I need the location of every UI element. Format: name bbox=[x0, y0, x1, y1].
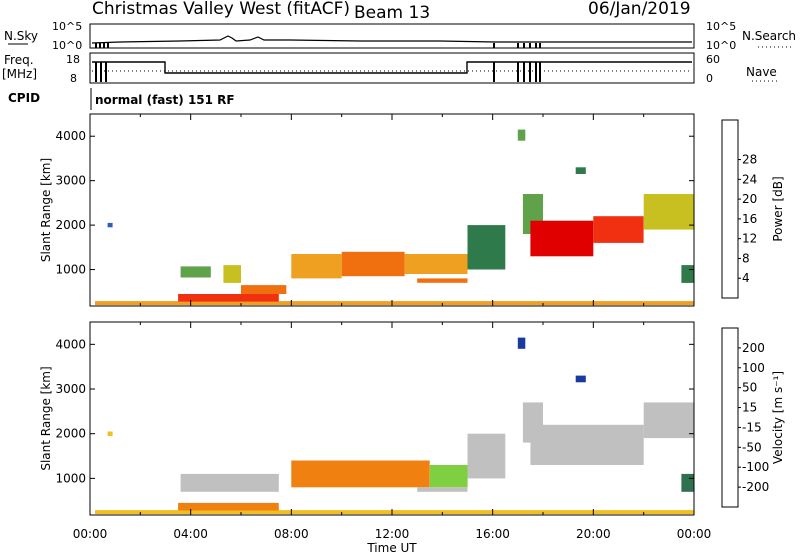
freq-gaps bbox=[95, 62, 541, 82]
nsky-label: N.Sky bbox=[4, 29, 38, 43]
colorbar-label: Velocity [m s⁻¹] bbox=[771, 371, 785, 464]
colorbar-frame bbox=[721, 119, 739, 299]
echo-region bbox=[467, 433, 506, 479]
noise-top-tick-right: 10^5 bbox=[706, 20, 736, 33]
nave-label: Nave bbox=[746, 65, 777, 79]
echo-region bbox=[575, 375, 586, 383]
y-tick-label: 1000 bbox=[55, 471, 86, 485]
echo-region bbox=[291, 460, 430, 488]
colorbar-tick-label: 50 bbox=[742, 381, 757, 395]
x-tick-label: 16:00 bbox=[475, 527, 510, 541]
echo-region bbox=[223, 265, 241, 283]
echo-region bbox=[517, 337, 526, 349]
noise-top-tick: 10^5 bbox=[52, 20, 82, 33]
colorbar-tick-label: 4 bbox=[742, 271, 750, 285]
echo-region bbox=[429, 465, 468, 488]
noise-bottom-tick-right: 10^0 bbox=[706, 39, 736, 52]
echo-region bbox=[643, 194, 694, 230]
freq-strip-frame bbox=[89, 52, 695, 84]
x-tick-label: 08:00 bbox=[274, 527, 309, 541]
colorbar-tick-label: 15 bbox=[742, 401, 757, 415]
x-tick-label: 12:00 bbox=[375, 527, 410, 541]
date-label: 06/Jan/2019 bbox=[588, 0, 691, 19]
x-tick-label: 00:00 bbox=[677, 527, 712, 541]
echo-region bbox=[467, 225, 506, 270]
y-tick-label: 4000 bbox=[55, 129, 86, 143]
freq-label: Freq. bbox=[4, 53, 34, 67]
freq-trace bbox=[92, 61, 692, 74]
y-tick-label: 4000 bbox=[55, 337, 86, 351]
colorbar-tick-label: -100 bbox=[742, 460, 769, 474]
echo-region bbox=[178, 294, 279, 302]
colorbar-tick-label: 12 bbox=[742, 232, 757, 246]
colorbar-tick-label: 8 bbox=[742, 251, 750, 265]
echo-region bbox=[575, 167, 586, 174]
echo-region bbox=[241, 285, 287, 294]
colorbar-tick-label: 16 bbox=[742, 212, 757, 226]
colorbar-tick-label: 100 bbox=[742, 361, 765, 375]
echo-region bbox=[95, 510, 694, 515]
noise-gaps bbox=[95, 43, 541, 48]
echo-region bbox=[180, 266, 211, 278]
colorbar-tick-label: 20 bbox=[742, 192, 757, 206]
echo-region bbox=[681, 473, 694, 492]
echo-region bbox=[681, 265, 694, 283]
y-axis-label: Slant Range [km] bbox=[39, 158, 53, 262]
echo-region bbox=[107, 431, 113, 436]
velocity-panel: 1000 2000 3000 4000 Slant Range [km] 200 100 50… bbox=[39, 321, 785, 516]
x-tick-label: 20:00 bbox=[576, 527, 611, 541]
noise-bottom-tick: 10^0 bbox=[52, 39, 82, 52]
x-tick-label: 04:00 bbox=[173, 527, 208, 541]
y-tick-label: 2000 bbox=[55, 427, 86, 441]
y-tick-label: 3000 bbox=[55, 382, 86, 396]
cpid-label: CPID bbox=[8, 91, 40, 105]
colorbar-tick-label: 28 bbox=[742, 153, 757, 167]
power-panel: 1000 2000 3000 4000 Slant Range [km] 4 8 12 16 20… bbox=[39, 113, 785, 307]
echo-region bbox=[593, 216, 644, 243]
freq-unit-label: [MHz] bbox=[2, 67, 37, 81]
echo-region bbox=[643, 402, 694, 439]
colorbar-label: Power [dB] bbox=[771, 176, 785, 241]
echo-region bbox=[517, 129, 526, 141]
freq-bottom-tick: 8 bbox=[70, 72, 77, 85]
nsearch-label: N.Search bbox=[742, 29, 796, 43]
y-tick-label: 1000 bbox=[55, 263, 86, 277]
nave-top-tick: 60 bbox=[706, 53, 720, 66]
echo-region bbox=[530, 424, 644, 465]
echo-region bbox=[180, 473, 279, 492]
colorbar-tick-label: -15 bbox=[742, 420, 762, 434]
beam-label: Beam 13 bbox=[354, 3, 430, 23]
echo-region bbox=[530, 220, 594, 257]
noise-sky-trace bbox=[91, 35, 692, 44]
y-tick-label: 2000 bbox=[55, 218, 86, 232]
y-axis-label: Slant Range [km] bbox=[39, 366, 53, 470]
y-tick-label: 3000 bbox=[55, 174, 86, 188]
colorbar-frame bbox=[721, 327, 739, 508]
echo-region bbox=[417, 487, 468, 492]
echo-region bbox=[417, 278, 468, 283]
colorbar-tick-label: -50 bbox=[742, 440, 762, 454]
colorbar-tick-label: -200 bbox=[742, 480, 769, 494]
x-tick-label: 00:00 bbox=[73, 527, 108, 541]
colorbar-tick-label: 200 bbox=[742, 341, 765, 355]
cpid-text: normal (fast) 151 RF bbox=[95, 93, 235, 107]
echo-region bbox=[404, 254, 468, 274]
station-title: Christmas Valley West (fitACF) bbox=[92, 0, 350, 19]
echo-region bbox=[178, 502, 279, 511]
echo-region bbox=[291, 254, 342, 279]
time-axis-label: Time UT bbox=[366, 541, 417, 554]
echo-region bbox=[107, 222, 113, 228]
noise-strip-frame bbox=[89, 23, 695, 49]
time-axis: 00:00 04:00 08:00 12:00 16:00 20:00 00:00 bbox=[73, 527, 712, 541]
echo-region bbox=[95, 301, 694, 306]
freq-top-tick: 18 bbox=[66, 53, 80, 66]
echo-region bbox=[341, 251, 405, 277]
nave-bottom-tick: 0 bbox=[706, 72, 713, 85]
colorbar-tick-label: 24 bbox=[742, 172, 757, 186]
